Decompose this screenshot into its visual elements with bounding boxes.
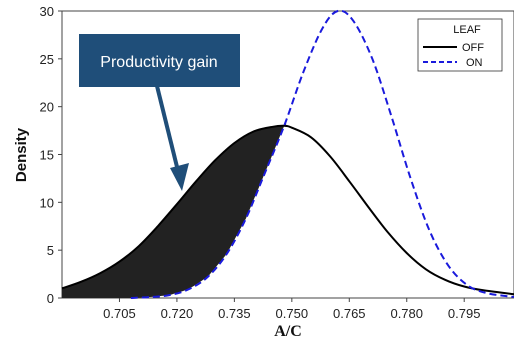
x-axis-title: A/C <box>274 323 302 340</box>
x-tick-label: 0.720 <box>161 306 194 321</box>
x-tick-label: 0.780 <box>390 306 423 321</box>
productivity-gain-callout: Productivity gain <box>79 34 240 191</box>
y-tick-label: 15 <box>40 148 54 163</box>
legend-on-label: ON <box>466 57 483 69</box>
y-tick-label: 5 <box>47 243 54 258</box>
x-tick-label: 0.705 <box>103 306 136 321</box>
x-tick-label: 0.795 <box>448 306 481 321</box>
callout-box <box>79 34 240 87</box>
productivity-gain-shade <box>62 120 287 299</box>
legend-off-label: OFF <box>462 42 484 54</box>
y-tick-label: 10 <box>40 195 54 210</box>
callout-text: Productivity gain <box>100 54 217 71</box>
x-tick-label: 0.750 <box>276 306 309 321</box>
x-tick-label: 0.735 <box>218 306 251 321</box>
callout-arrowhead <box>170 163 189 191</box>
legend: LEAF OFF ON <box>417 18 503 72</box>
y-tick-label: 30 <box>40 4 54 19</box>
y-axis-ticks: 0 5 10 15 20 25 30 <box>40 4 62 306</box>
series-off-line <box>61 124 514 296</box>
y-tick-label: 20 <box>40 100 54 115</box>
legend-title: LEAF <box>453 24 481 36</box>
y-tick-label: 25 <box>40 52 54 67</box>
callout-arrow <box>155 85 181 176</box>
y-tick-label: 0 <box>47 291 54 306</box>
y-axis-title: Density <box>13 127 30 182</box>
x-tick-label: 0.765 <box>333 306 366 321</box>
x-axis-ticks: 0.705 0.720 0.735 0.750 0.765 0.780 0.795 <box>103 298 480 321</box>
series-on-line <box>130 9 514 299</box>
